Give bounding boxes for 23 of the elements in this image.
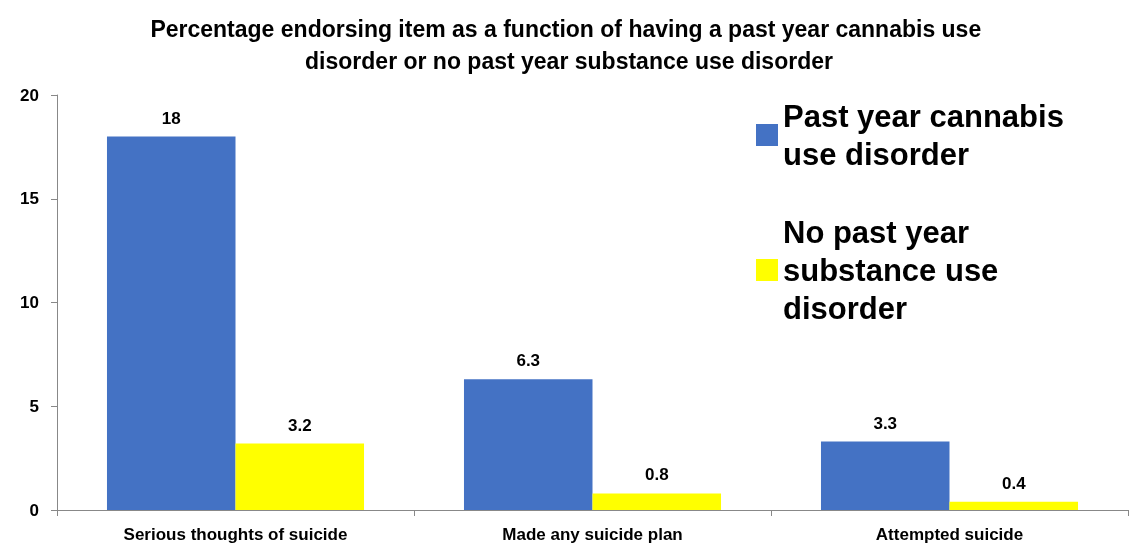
x-tick-label: Attempted suicide — [875, 525, 1024, 544]
legend-label: Past year cannabis use disorder — [783, 98, 1073, 172]
y-tick-label: 15 — [20, 189, 39, 209]
data-label: 6.3 — [516, 351, 541, 371]
data-label: 0.4 — [1001, 473, 1027, 493]
x-tick-label: Serious thoughts of suicide — [123, 525, 348, 544]
bar — [235, 443, 365, 510]
y-tick-label: 20 — [20, 85, 39, 105]
chart-title: Percentage endorsing item as a function of having a past year cannabis use disorder or no past year substance use disorder — [150, 16, 988, 74]
data-label: 18 — [161, 108, 181, 128]
data-label: 3.3 — [873, 413, 898, 433]
data-label: 3.2 — [287, 415, 312, 435]
bar — [949, 501, 1079, 510]
bar — [820, 441, 950, 510]
bar — [106, 136, 236, 510]
bar — [463, 379, 593, 510]
y-tick-label: 5 — [29, 396, 39, 416]
bar — [592, 493, 722, 510]
y-tick-label: 10 — [20, 293, 39, 312]
y-tick-label: 0 — [29, 500, 39, 520]
legend-label: No past year substance use disorder — [783, 214, 1007, 326]
data-label: 0.8 — [644, 465, 669, 485]
x-tick-label: Made any suicide plan — [502, 525, 683, 544]
